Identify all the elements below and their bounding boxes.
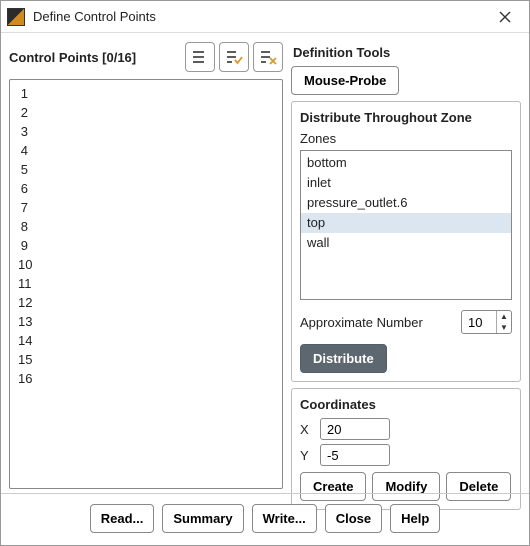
write-button[interactable]: Write... [252, 504, 317, 533]
app-icon [7, 8, 25, 26]
left-panel: Control Points [0/16] [9, 41, 283, 489]
list-item[interactable]: 2 [10, 103, 36, 122]
approximate-number-label: Approximate Number [300, 315, 453, 330]
list-item[interactable]: 16 [10, 369, 36, 388]
window: Define Control Points Control Points [0/… [0, 0, 530, 546]
list-item[interactable]: 1 [10, 84, 36, 103]
list-item[interactable]: 15 [10, 350, 36, 369]
x-label: X [300, 422, 312, 437]
zone-item[interactable]: inlet [301, 173, 511, 193]
left-header: Control Points [0/16] [9, 41, 283, 73]
zone-item[interactable]: wall [301, 233, 511, 253]
list-item[interactable]: 3 [10, 122, 36, 141]
body: Control Points [0/16] [1, 33, 529, 493]
control-points-list[interactable]: 12345678910111213141516 [9, 79, 283, 489]
distribute-group: Distribute Throughout Zone Zones bottomi… [291, 101, 521, 382]
y-input[interactable] [320, 444, 390, 466]
close-icon[interactable] [487, 3, 523, 31]
window-title: Define Control Points [33, 9, 487, 24]
titlebar: Define Control Points [1, 1, 529, 33]
list-item[interactable]: 11 [10, 274, 36, 293]
help-button[interactable]: Help [390, 504, 440, 533]
list-item[interactable]: 9 [10, 236, 36, 255]
zones-label: Zones [300, 131, 512, 146]
approximate-number-input[interactable] [462, 315, 496, 330]
read-button[interactable]: Read... [90, 504, 155, 533]
list-item[interactable]: 8 [10, 217, 36, 236]
x-input[interactable] [320, 418, 390, 440]
list-item[interactable]: 7 [10, 198, 36, 217]
select-checked-icon[interactable] [219, 42, 249, 72]
zone-item[interactable]: top [301, 213, 511, 233]
zone-item[interactable]: pressure_outlet.6 [301, 193, 511, 213]
list-item[interactable]: 10 [10, 255, 36, 274]
list-item[interactable]: 13 [10, 312, 36, 331]
list-item[interactable]: 4 [10, 141, 36, 160]
summary-button[interactable]: Summary [162, 504, 243, 533]
list-item[interactable]: 14 [10, 331, 36, 350]
list-item[interactable]: 6 [10, 179, 36, 198]
list-item[interactable]: 5 [10, 160, 36, 179]
right-panel: Definition Tools Mouse-Probe Distribute … [291, 41, 521, 489]
coordinates-title: Coordinates [300, 397, 512, 412]
mouse-probe-button[interactable]: Mouse-Probe [291, 66, 399, 95]
spin-up-icon[interactable]: ▲ [497, 311, 511, 322]
control-points-label: Control Points [0/16] [9, 50, 181, 65]
close-button[interactable]: Close [325, 504, 382, 533]
distribute-group-title: Distribute Throughout Zone [300, 110, 512, 125]
zone-item[interactable]: bottom [301, 153, 511, 173]
footer: Read... Summary Write... Close Help [1, 493, 529, 545]
y-label: Y [300, 448, 312, 463]
distribute-button[interactable]: Distribute [300, 344, 387, 373]
spin-down-icon[interactable]: ▼ [497, 322, 511, 333]
definition-tools-title: Definition Tools [293, 45, 521, 60]
select-all-icon[interactable] [185, 42, 215, 72]
list-item[interactable]: 12 [10, 293, 36, 312]
approximate-number-stepper[interactable]: ▲ ▼ [461, 310, 512, 334]
clear-selection-icon[interactable] [253, 42, 283, 72]
coordinates-group: Coordinates X Y Create Modify Delete [291, 388, 521, 510]
zones-list[interactable]: bottominletpressure_outlet.6topwall [300, 150, 512, 300]
